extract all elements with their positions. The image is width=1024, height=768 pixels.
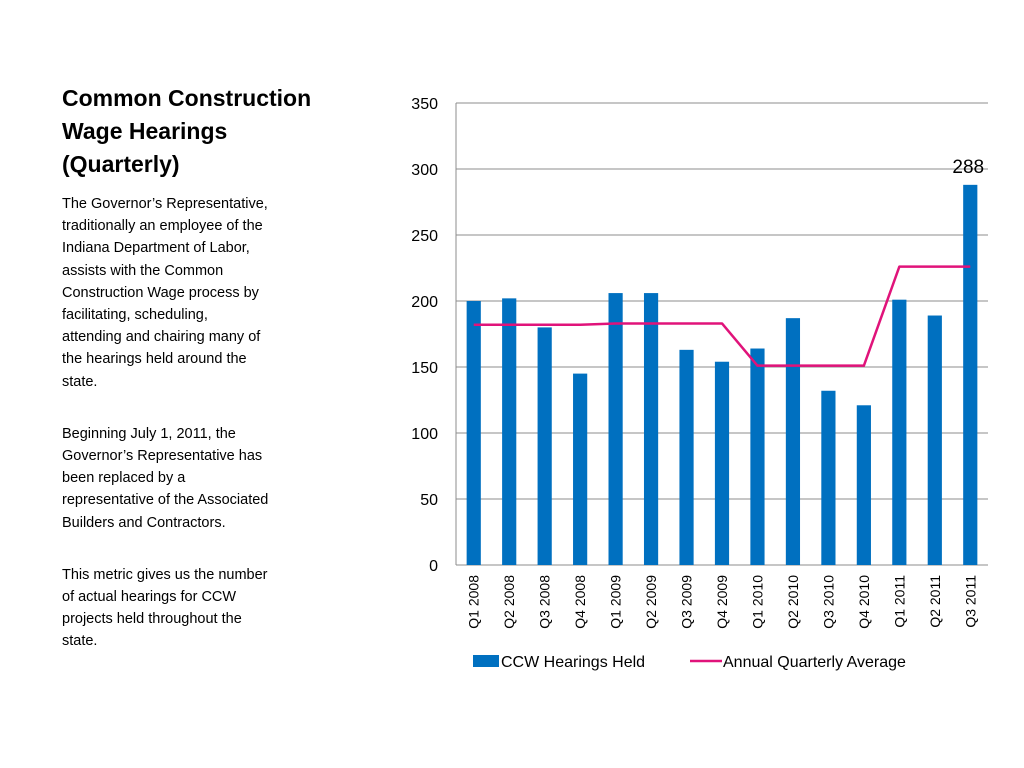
- para-line: state.: [62, 373, 98, 390]
- bar: [679, 349, 694, 565]
- bar: [466, 301, 481, 565]
- bar: [892, 299, 907, 565]
- para-line: Governor’s Representative has: [62, 448, 263, 465]
- paragraph-replacement: Beginning July 1, 2011, the Governor’s R…: [62, 423, 312, 534]
- title-line: (Quarterly): [62, 151, 180, 177]
- y-tick-label: 100: [411, 426, 438, 443]
- bar: [856, 405, 871, 565]
- para-line: The Governor’s Representative,: [62, 196, 268, 212]
- para-line: Builders and Contractors.: [62, 514, 226, 531]
- para-line: Beginning July 1, 2011, the: [62, 425, 236, 442]
- x-tick-label: Q3 2008: [537, 575, 553, 629]
- bar: [785, 318, 801, 565]
- paragraph-governors-rep: The Governor’s Representative, tradition…: [62, 193, 312, 393]
- x-tick-label: Q4 2010: [856, 575, 872, 629]
- bar: [963, 184, 978, 565]
- chart: 0 50 100 150 200 250 300 350 Q1 2008 Q2 2008 Q3 20…: [390, 80, 1010, 690]
- para-line: representative of the Associated: [62, 492, 269, 509]
- bar: [927, 315, 942, 565]
- average-line: [473, 265, 971, 367]
- x-tick-label: Q1 2008: [466, 575, 482, 629]
- x-tick-label: Q3 2009: [679, 575, 695, 629]
- para-line: Indiana Department of Labor,: [62, 240, 250, 257]
- x-tick-label: Q2 2009: [643, 575, 659, 629]
- y-tick-label: 50: [420, 492, 438, 509]
- x-tick-label: Q1 2011: [891, 575, 907, 628]
- para-line: state.: [62, 633, 98, 650]
- bar: [502, 298, 517, 565]
- legend-label: Annual Quarterly Average: [723, 654, 906, 671]
- x-tick-label: Q4 2009: [714, 575, 730, 629]
- para-line: assists with the Common: [62, 262, 224, 279]
- para-line: This metric gives us the number: [62, 566, 268, 583]
- legend-bar-swatch: [473, 655, 499, 667]
- y-tick-label: 150: [411, 360, 438, 377]
- x-tick-label: Q3 2011: [962, 575, 978, 628]
- y-tick-label: 300: [411, 162, 438, 179]
- para-line: traditionally an employee of the: [62, 218, 263, 235]
- para-line: attending and chairing many of: [62, 329, 261, 346]
- y-tick-label: 250: [411, 228, 438, 245]
- bar: [643, 293, 659, 565]
- bar: [714, 361, 730, 565]
- x-tick-label: Q3 2010: [820, 575, 836, 629]
- combo-chart: 0 50 100 150 200 250 300 350 Q1 2008 Q2 2008 Q3 20…: [411, 96, 988, 671]
- para-line: projects held throughout the: [62, 611, 242, 628]
- paragraph-metric: This metric gives us the number of actua…: [62, 564, 312, 653]
- x-tick-label: Q1 2009: [608, 575, 624, 629]
- para-line: been replaced by a: [62, 470, 186, 487]
- title-line: Wage Hearings: [62, 118, 228, 144]
- para-line: the hearings held around the: [62, 351, 247, 368]
- y-tick-label: 200: [411, 294, 438, 311]
- para-line: facilitating, scheduling,: [62, 307, 208, 324]
- bar: [537, 327, 552, 565]
- x-tick-label: Q2 2011: [927, 575, 943, 628]
- bar: [608, 293, 623, 565]
- para-line: Construction Wage process by: [62, 284, 259, 301]
- bar: [821, 390, 836, 565]
- para-line: of actual hearings for CCW: [62, 589, 237, 606]
- text-panel: Common Construction Wage Hearings (Quart…: [62, 82, 312, 683]
- y-tick-label: 350: [411, 96, 438, 113]
- y-tick-label: 0: [429, 558, 438, 575]
- title-line: Common Construction: [62, 85, 312, 111]
- legend-label: CCW Hearings Held: [501, 654, 645, 671]
- bar: [573, 373, 588, 565]
- x-tick-label: Q2 2010: [785, 575, 801, 629]
- x-tick-label: Q4 2008: [572, 575, 588, 629]
- x-tick-label: Q1 2010: [749, 575, 765, 629]
- slide-title: Common Construction Wage Hearings (Quart…: [62, 82, 312, 181]
- bar: [750, 348, 765, 565]
- x-tick-label: Q2 2008: [501, 575, 517, 629]
- data-label: 288: [952, 157, 984, 178]
